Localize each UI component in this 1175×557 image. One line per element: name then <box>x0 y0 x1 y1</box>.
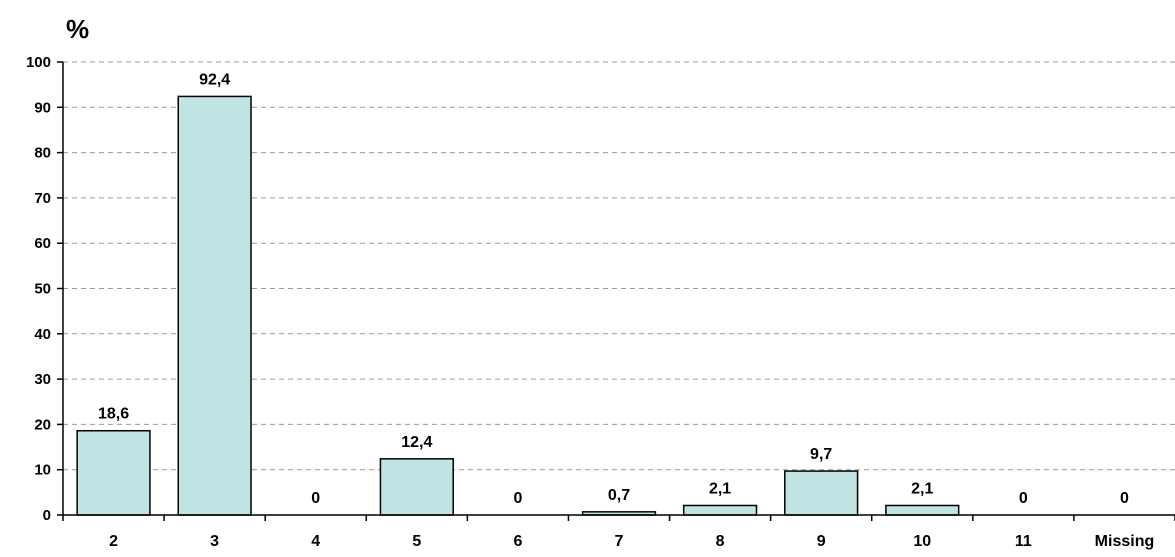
y-tick-label: 40 <box>34 326 51 343</box>
y-tick-label: 50 <box>34 281 51 298</box>
x-tick-label-3: 3 <box>210 533 219 550</box>
y-tick-label: 90 <box>34 99 51 116</box>
x-tick-label-8: 8 <box>716 533 725 550</box>
x-tick-label-Missing: Missing <box>1095 533 1155 550</box>
x-tick-label-6: 6 <box>513 533 522 550</box>
x-tick-label-11: 11 <box>1015 533 1032 550</box>
data-label-11: 0 <box>1019 490 1028 507</box>
y-tick-label: 60 <box>34 235 51 252</box>
y-tick-label: 10 <box>34 462 51 479</box>
y-tick-label: 80 <box>34 145 51 162</box>
data-label-10: 2,1 <box>911 480 933 497</box>
data-label-7: 0,7 <box>608 487 630 504</box>
axes <box>57 61 1175 521</box>
data-label-5: 12,4 <box>401 434 432 451</box>
x-tick-label-4: 4 <box>311 533 320 550</box>
y-tick-label: 30 <box>34 371 51 388</box>
bar-8 <box>682 504 758 516</box>
bar-9 <box>784 470 859 516</box>
x-tick-label-10: 10 <box>913 533 931 550</box>
bar-3 <box>177 95 252 516</box>
x-tick-label-9: 9 <box>817 533 826 550</box>
y-tick-label: 20 <box>34 416 51 433</box>
y-tick-label: 70 <box>34 190 51 207</box>
bar-5 <box>379 458 454 516</box>
data-label-6: 0 <box>513 490 522 507</box>
bar-10 <box>885 504 960 516</box>
data-label-3: 92,4 <box>199 71 230 88</box>
labels: 010203040506070809010018,6292,430412,450… <box>26 54 1154 550</box>
data-label-4: 0 <box>311 490 320 507</box>
x-tick-label-5: 5 <box>412 533 421 550</box>
data-label-Missing: 0 <box>1120 490 1129 507</box>
x-tick-label-7: 7 <box>615 533 624 550</box>
data-label-8: 2,1 <box>709 480 731 497</box>
bars <box>76 95 960 516</box>
bar-2 <box>76 429 151 516</box>
y-axis-unit-label: % <box>66 14 89 44</box>
data-label-2: 18,6 <box>98 406 129 423</box>
data-label-9: 9,7 <box>810 446 832 463</box>
y-tick-label: 100 <box>26 54 51 71</box>
x-tick-label-2: 2 <box>109 533 118 550</box>
y-tick-label: 0 <box>43 507 51 524</box>
